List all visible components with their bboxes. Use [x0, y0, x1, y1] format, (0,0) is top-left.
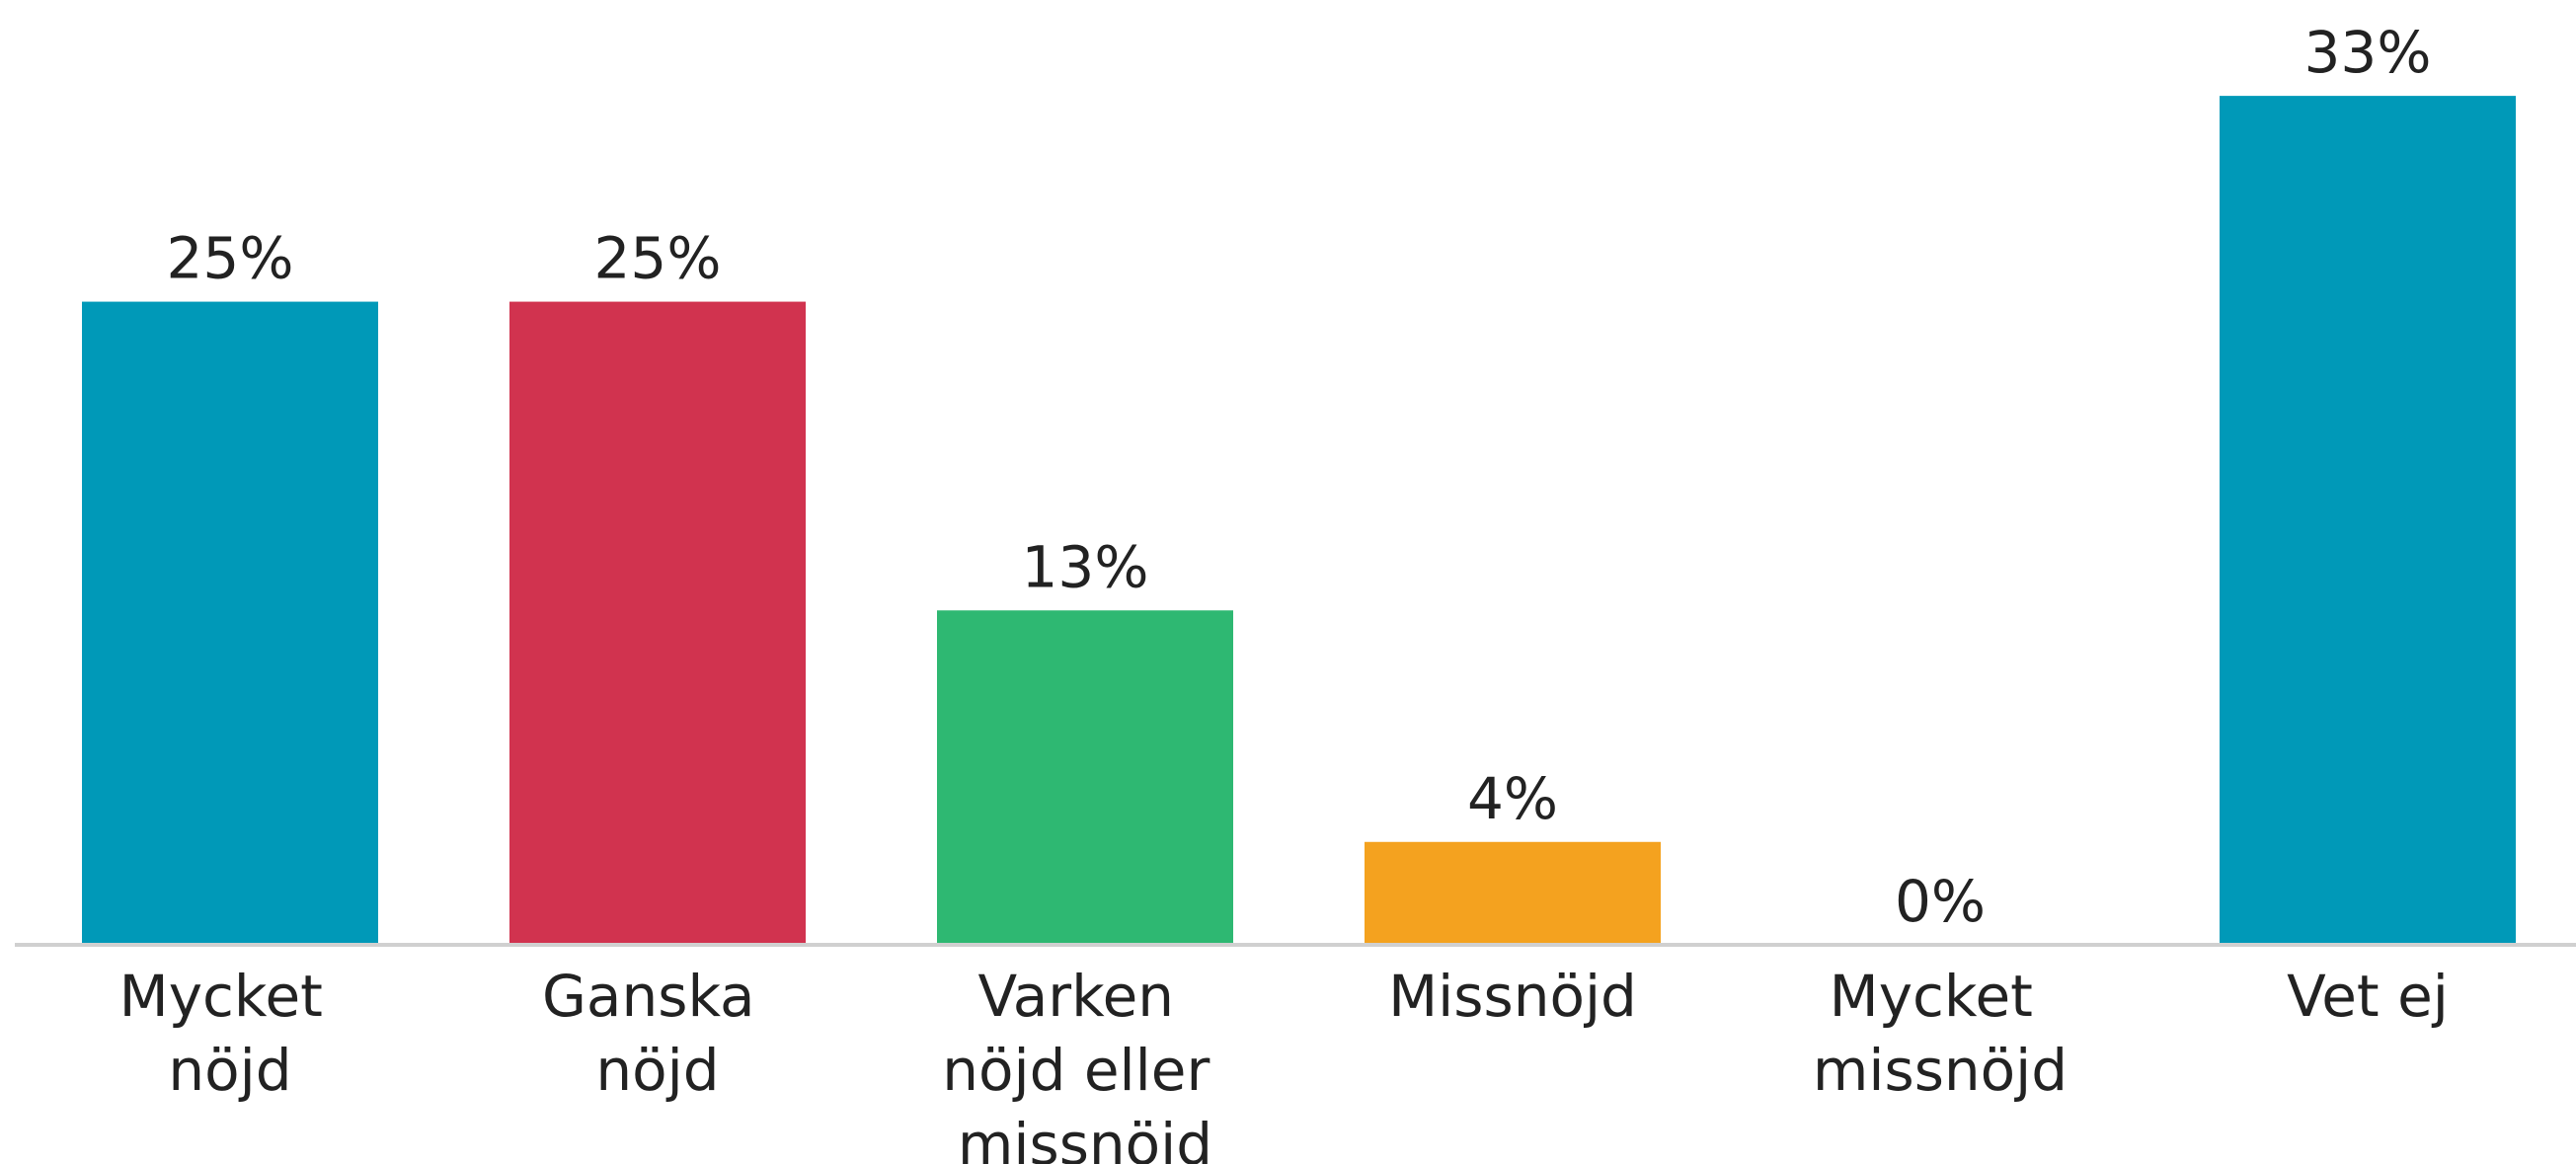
label-line: Mycket — [119, 963, 342, 1030]
label-line: nöjd — [168, 1037, 291, 1104]
value-label: 4% — [1467, 765, 1558, 832]
bar — [82, 301, 378, 946]
x-tick-label: Mycket nöjd — [119, 963, 342, 1104]
label-line: Missnöjd — [1388, 963, 1637, 1030]
value-label: 33% — [2304, 19, 2432, 86]
x-tick-label: Missnöjd — [1388, 963, 1637, 1030]
bar — [509, 301, 806, 946]
label-line: Varken — [978, 963, 1193, 1030]
label-line: missnöjd — [1813, 1037, 2068, 1104]
label-line: nöjd eller — [942, 1037, 1228, 1104]
value-label: 0% — [1895, 868, 1986, 935]
bar — [937, 610, 1233, 945]
label-line: missnöjd — [958, 1111, 1212, 1164]
label-line: Ganska — [542, 963, 773, 1030]
x-tick-label: Vet ej — [2287, 963, 2449, 1030]
x-tick-label: Mycket missnöjd — [1813, 963, 2068, 1104]
value-label: 25% — [594, 225, 722, 292]
x-tick-label: Ganska nöjd — [542, 963, 773, 1104]
bar — [2220, 96, 2516, 946]
label-line: Mycket — [1830, 963, 2052, 1030]
value-label: 25% — [167, 225, 294, 292]
bar — [1365, 841, 1661, 945]
x-tick-label: Varken nöjd eller missnöjd — [942, 963, 1228, 1164]
value-label: 13% — [1022, 533, 1149, 600]
label-line: nöjd — [595, 1037, 719, 1104]
label-line: Vet ej — [2287, 963, 2449, 1030]
